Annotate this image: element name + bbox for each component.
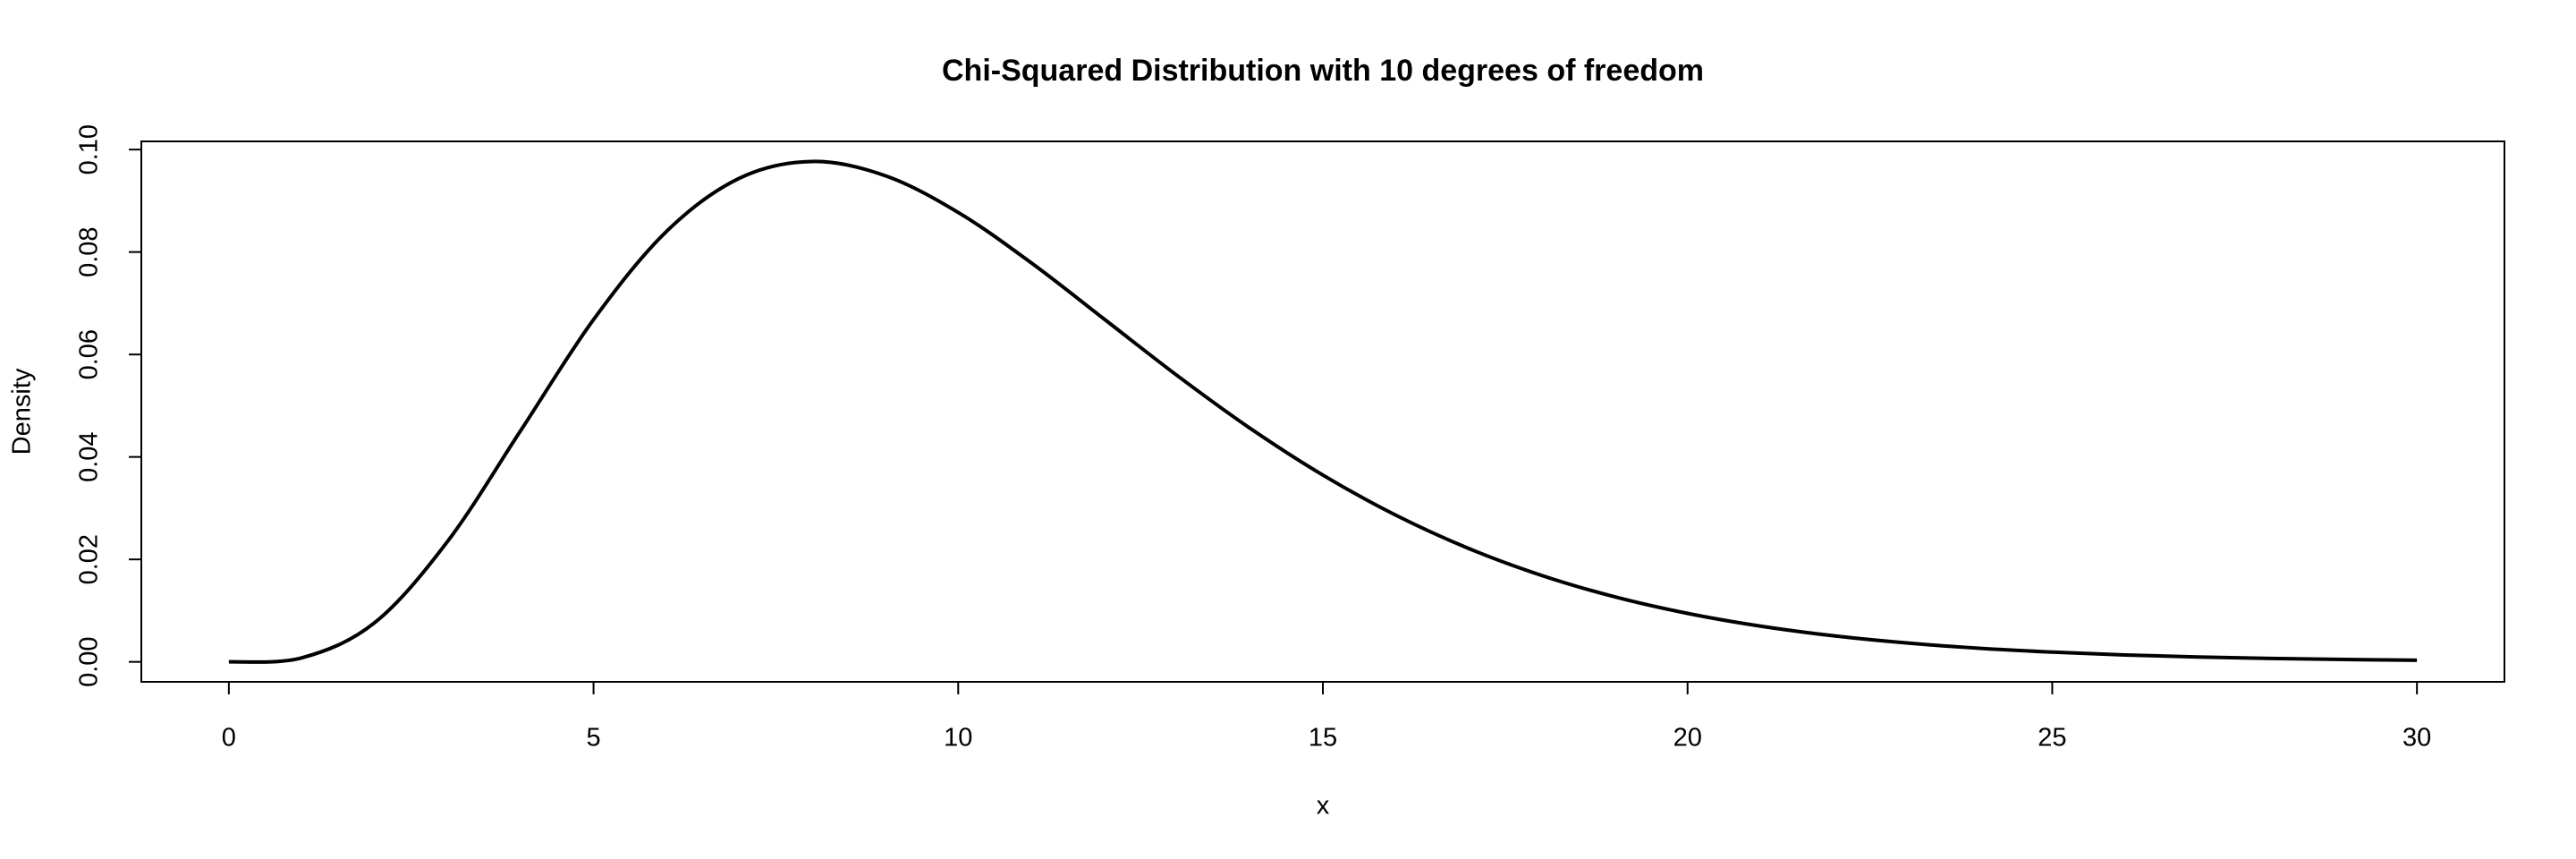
y-tick-label: 0.06: [75, 329, 104, 379]
x-tick-label: 20: [1674, 724, 1702, 753]
y-tick-label: 0.00: [75, 636, 104, 686]
y-tick-label: 0.02: [75, 534, 104, 584]
y-axis-label: Density: [8, 368, 37, 455]
x-tick-label: 5: [586, 724, 600, 753]
chart-title: Chi-Squared Distribution with 10 degrees…: [942, 54, 1704, 88]
x-tick-label: 15: [1309, 724, 1337, 753]
y-tick-label: 0.08: [75, 226, 104, 276]
x-tick-label: 30: [2402, 724, 2431, 753]
x-tick-label: 25: [2038, 724, 2066, 753]
density-line: [228, 159, 2418, 664]
y-tick-label: 0.10: [75, 124, 104, 174]
x-axis-label: x: [1317, 792, 1330, 821]
x-tick-label: 10: [944, 724, 972, 753]
y-tick-label: 0.04: [75, 431, 104, 481]
x-tick-label: 0: [222, 724, 236, 753]
